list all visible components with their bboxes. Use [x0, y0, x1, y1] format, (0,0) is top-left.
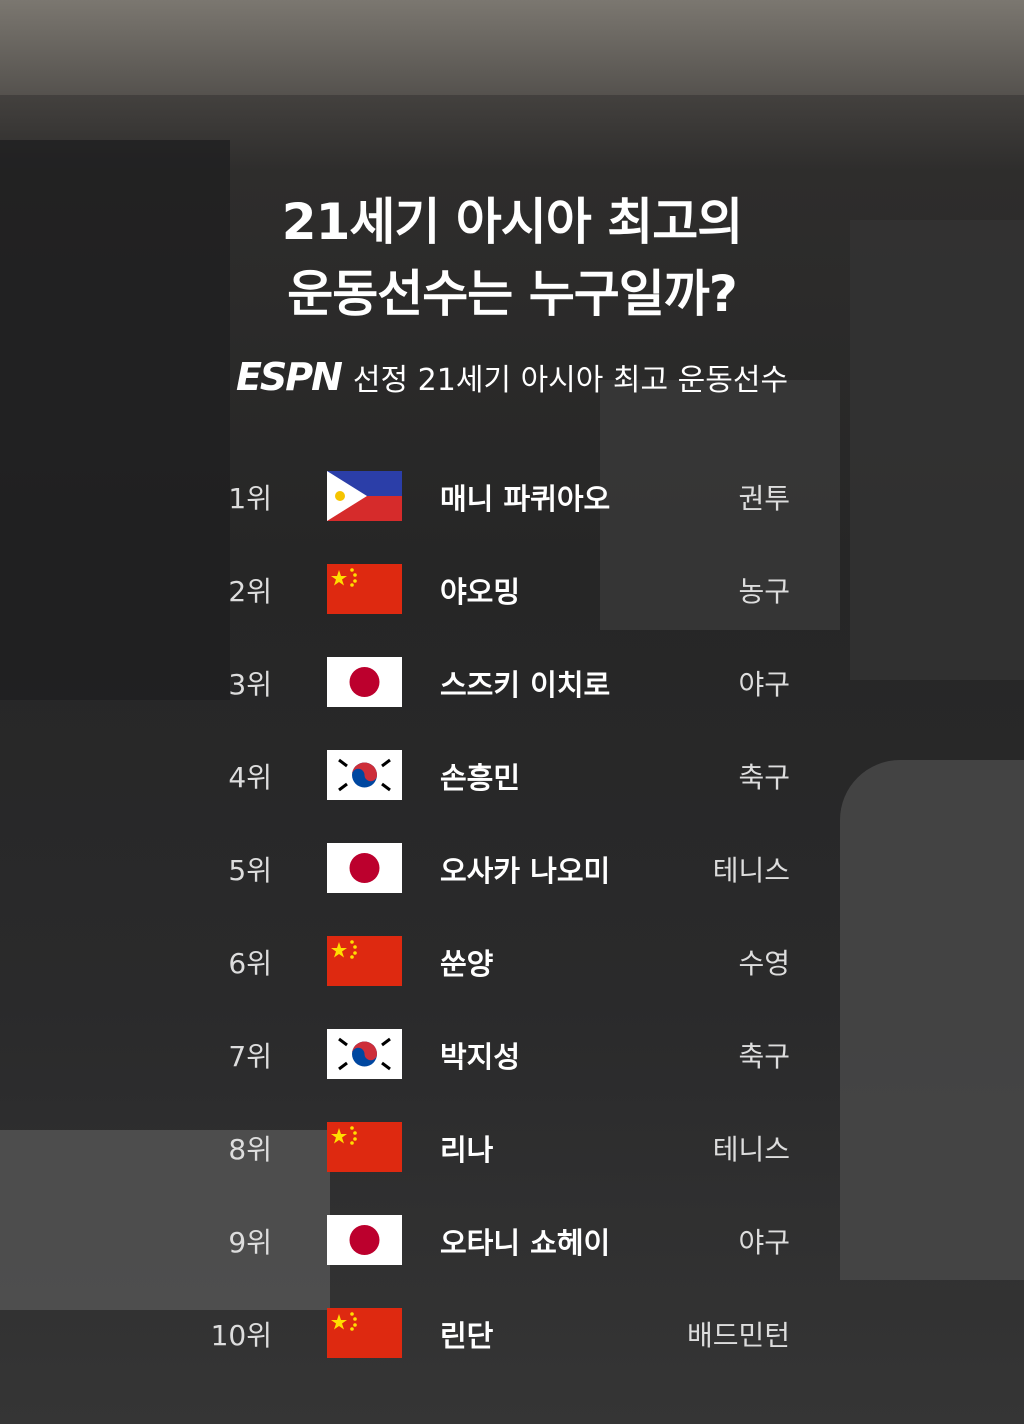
ranking-row: 10위 린단 배드민턴 — [0, 1304, 1024, 1364]
page-title: 21세기 아시아 최고의 운동선수는 누구일까? — [0, 186, 1024, 330]
ranking-row: 6위 쑨양 수영 — [0, 932, 1024, 992]
ranking-row: 8위 리나 테니스 — [0, 1118, 1024, 1178]
ranking-row: 7위 박지성 축구 — [0, 1025, 1024, 1085]
sport-label: 테니스 — [712, 854, 790, 887]
china-flag-icon — [327, 936, 402, 986]
athlete-name: 오사카 나오미 — [440, 854, 611, 888]
china-flag-icon — [327, 564, 402, 614]
japan-flag-icon — [327, 1215, 402, 1265]
athlete-name: 린단 — [440, 1319, 494, 1353]
background-sky — [0, 0, 1024, 95]
athlete-name: 오타니 쇼헤이 — [440, 1226, 611, 1260]
china-flag-icon — [327, 1308, 402, 1358]
rank-label: 8위 — [228, 1133, 272, 1166]
background-stadium — [840, 760, 1024, 1280]
rank-label: 6위 — [228, 947, 272, 980]
athlete-name: 야오밍 — [440, 575, 521, 609]
sport-label: 축구 — [738, 1040, 790, 1073]
ranking-row: 9위 오타니 쇼헤이 야구 — [0, 1211, 1024, 1271]
title-line-2: 운동선수는 누구일까? — [287, 265, 737, 323]
sport-label: 테니스 — [712, 1133, 790, 1166]
rank-label: 4위 — [228, 761, 272, 794]
korea-flag-icon — [327, 750, 402, 800]
athlete-name: 쑨양 — [440, 947, 494, 981]
title-line-1: 21세기 아시아 최고의 — [281, 193, 743, 251]
rank-label: 9위 — [228, 1226, 272, 1259]
subtitle: ESPN 선정 21세기 아시아 최고 운동선수 — [0, 352, 1024, 406]
athlete-name: 매니 파퀴아오 — [440, 482, 611, 516]
china-flag-icon — [327, 1122, 402, 1172]
philippines-flag-icon — [327, 471, 402, 521]
background-building — [850, 220, 1024, 680]
sport-label: 축구 — [738, 761, 790, 794]
ranking-row: 1위 매니 파퀴아오 권투 — [0, 467, 1024, 527]
sport-label: 배드민턴 — [686, 1319, 790, 1352]
background-building — [0, 1130, 330, 1310]
rank-label: 10위 — [210, 1319, 272, 1352]
rank-label: 3위 — [228, 668, 272, 701]
subtitle-text: 선정 21세기 아시아 최고 운동선수 — [352, 363, 789, 398]
rank-label: 5위 — [228, 854, 272, 887]
korea-flag-icon — [327, 1029, 402, 1079]
sport-label: 권투 — [738, 482, 790, 515]
rank-label: 7위 — [228, 1040, 272, 1073]
japan-flag-icon — [327, 657, 402, 707]
sport-label: 수영 — [738, 947, 790, 980]
athlete-name: 손흥민 — [440, 761, 521, 795]
ranking-row: 4위 손흥민 축구 — [0, 746, 1024, 806]
ranking-row: 3위 스즈키 이치로 야구 — [0, 653, 1024, 713]
espn-logo: ESPN — [235, 355, 343, 399]
athlete-name: 박지성 — [440, 1040, 521, 1074]
sport-label: 야구 — [738, 668, 790, 701]
athlete-name: 스즈키 이치로 — [440, 668, 611, 702]
rank-label: 1위 — [228, 482, 272, 515]
ranking-row: 5위 오사카 나오미 테니스 — [0, 839, 1024, 899]
athlete-name: 리나 — [440, 1133, 494, 1167]
sport-label: 농구 — [738, 575, 790, 608]
japan-flag-icon — [327, 843, 402, 893]
background-building — [600, 380, 840, 630]
sport-label: 야구 — [738, 1226, 790, 1259]
rank-label: 2위 — [228, 575, 272, 608]
background-building — [0, 140, 230, 700]
ranking-row: 2위 야오밍 농구 — [0, 560, 1024, 620]
